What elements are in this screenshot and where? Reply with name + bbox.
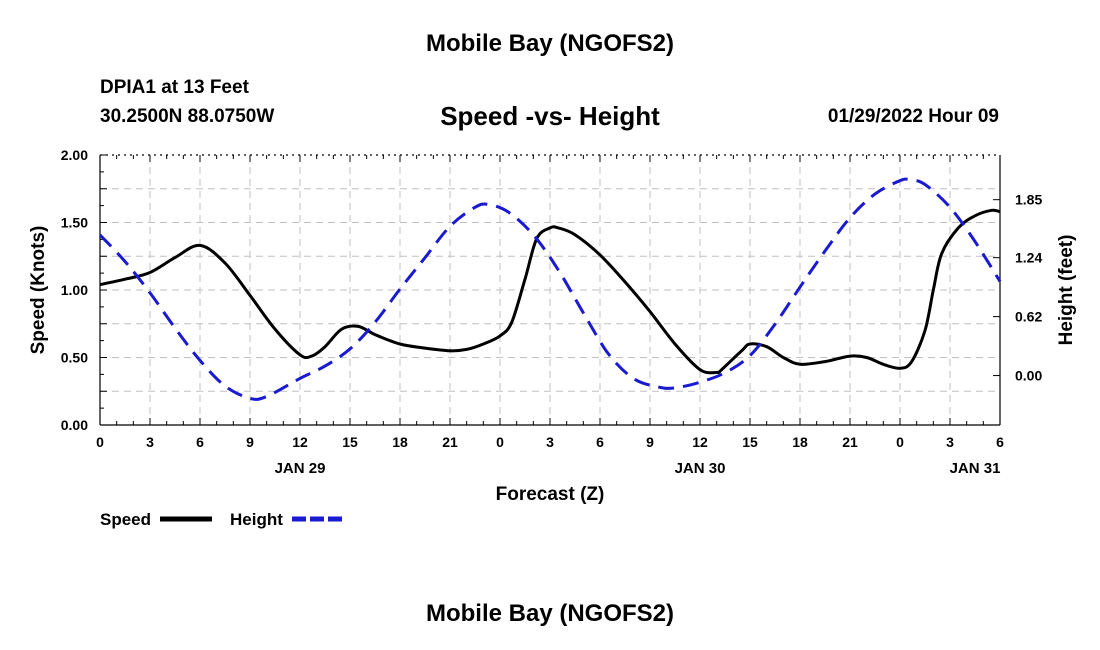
x-tick-label: 21 <box>842 434 858 450</box>
coordinates-label: 30.2500N 88.0750W <box>100 106 275 127</box>
x-tick-label: 6 <box>596 434 604 450</box>
y-tick-label: 0.00 <box>61 417 88 433</box>
x-tick-label: 18 <box>792 434 808 450</box>
x-tick-label: 6 <box>196 434 204 450</box>
y-tick-label: 1.50 <box>61 215 88 231</box>
y2-tick-label: 1.85 <box>1015 192 1042 208</box>
y-tick-label: 0.50 <box>61 350 88 366</box>
x-tick-label: 21 <box>442 434 458 450</box>
x-tick-label: 0 <box>896 434 904 450</box>
x-tick-label: 0 <box>96 434 104 450</box>
y2-tick-label: 1.24 <box>1015 250 1042 266</box>
x-tick-label: 3 <box>546 434 554 450</box>
x-axis-label: Forecast (Z) <box>496 484 605 505</box>
y2-tick-label: 0.00 <box>1015 368 1042 384</box>
x-tick-label: 9 <box>646 434 654 450</box>
y-axis-label: Speed (Knots) <box>28 226 49 355</box>
x-tick-label: 3 <box>946 434 954 450</box>
x-tick-label: 3 <box>146 434 154 450</box>
chart-title: Speed -vs- Height <box>440 101 660 131</box>
page-title: Mobile Bay (NGOFS2) <box>425 30 675 57</box>
x-tick-label: 12 <box>292 434 308 450</box>
x-tick-label: 15 <box>342 434 358 450</box>
y-tick-label: 2.00 <box>61 147 88 163</box>
x-date-label: JAN 29 <box>275 460 326 477</box>
footer-title: Mobile Bay (NGOFS2) <box>425 600 675 627</box>
forecast-datetime: 01/29/2022 Hour 09 <box>827 106 999 127</box>
x-tick-label: 18 <box>392 434 408 450</box>
x-tick-label: 12 <box>692 434 708 450</box>
x-tick-label: 0 <box>496 434 504 450</box>
legend-speed-label: Speed <box>100 510 151 529</box>
x-date-label: JAN 30 <box>675 460 726 477</box>
y-tick-label: 1.00 <box>61 282 88 298</box>
y2-axis-label: Height (feet) <box>1056 235 1077 346</box>
x-tick-label: 9 <box>246 434 254 450</box>
x-tick-label: 6 <box>996 434 1004 450</box>
height-series-line <box>98 177 1002 401</box>
legend-height-label: Height <box>230 510 283 529</box>
x-date-label: JAN 31 <box>950 460 1001 477</box>
x-tick-label: 15 <box>742 434 758 450</box>
y2-tick-label: 0.62 <box>1015 309 1042 325</box>
speed-series-line <box>99 208 1001 375</box>
station-label: DPIA1 at 13 Feet <box>100 77 249 98</box>
